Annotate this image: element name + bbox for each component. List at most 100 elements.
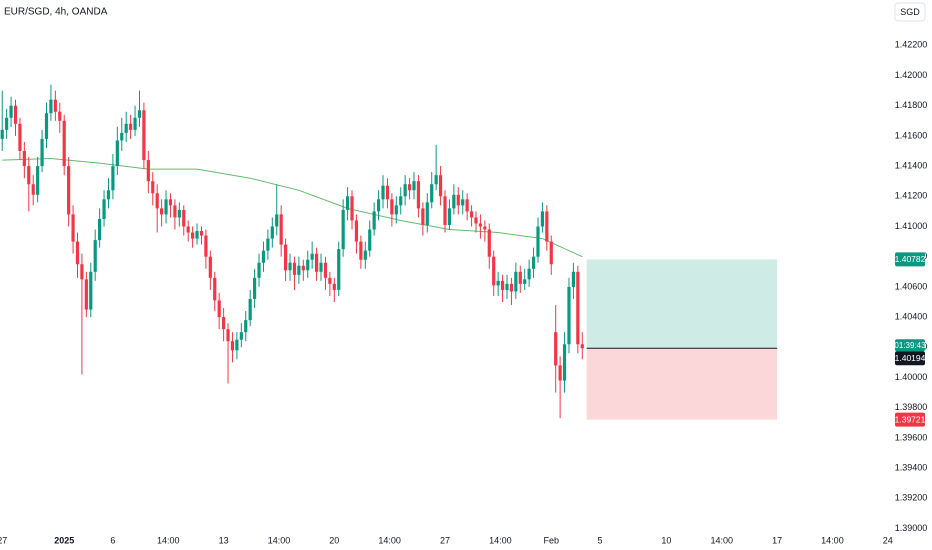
candle-body [505,283,509,290]
y-tick-label: 1.41200 [895,191,928,201]
candle-body [0,129,4,139]
y-tick-label: 1.39600 [895,432,928,442]
stop-zone [586,348,778,420]
candle-body [332,283,336,290]
candle-body [270,226,274,239]
candle-body [403,184,407,197]
candle-body [160,208,164,215]
candle-body [84,279,88,310]
candle-body [36,166,40,195]
y-tick-label: 1.41800 [895,100,928,110]
x-tick-label: 13 [219,535,229,545]
chart-title: EUR/SGD, 4h, OANDA [4,7,108,18]
candle-body [381,185,385,200]
candle-body [310,253,314,260]
candle-body [98,218,102,241]
candle-body [487,229,491,257]
candle-body [208,256,212,278]
candle-body [129,123,133,130]
candle-body [554,332,558,366]
y-tick-label: 1.40600 [895,281,928,291]
y-tick-label: 1.41000 [895,221,928,231]
y-tick-label: 1.41600 [895,130,928,140]
candle-body [558,365,562,381]
candle-body [474,217,478,224]
candle-body [275,214,279,227]
target-zone [586,259,778,349]
candle-body [368,229,372,251]
x-tick-label: 17 [772,535,782,545]
candle-body [58,111,62,121]
candle-body [5,117,9,130]
candle-body [49,99,53,114]
candle-body [509,283,514,292]
moving-average [2,157,583,258]
candle-body [186,226,190,233]
candle-body [244,320,248,333]
candle-body [341,209,345,250]
x-tick-label: 20 [329,535,339,545]
candle-body [213,277,217,301]
candle-body [93,240,97,272]
candle-body [217,300,221,318]
candle-body [540,211,545,227]
candle-body [545,211,549,242]
candle-body [230,341,235,351]
candle-body [222,317,226,330]
candle-body [567,286,571,345]
candle-body [549,241,553,265]
candle-body [102,199,106,219]
candle-body [416,181,421,209]
candle-body [177,209,181,218]
candle-body [359,241,363,260]
candle-body [571,271,576,287]
candle-body [354,220,359,242]
candle-body [13,105,18,124]
candle-body [9,105,13,118]
candle-body [469,211,474,218]
candle-body [248,298,252,321]
candle-body [195,231,199,239]
y-tick-label: 1.39400 [895,462,928,472]
candle-body [142,110,146,161]
x-tick-label: 24 [883,535,893,545]
candle-body [314,253,319,272]
candle-body [430,184,434,203]
plot [0,44,893,532]
candle-body [390,199,394,215]
x-tick-label: 14:00 [821,535,844,545]
candle-body [204,235,208,257]
candle-body [288,262,292,271]
y-tick-label: 1.39800 [895,402,928,412]
candle-body [306,259,310,271]
candle-body [67,166,71,215]
candle-body [576,271,580,345]
candle-body [31,184,35,195]
candle-body [283,244,288,271]
candle-body [407,184,412,191]
candle-body [151,181,155,194]
candle-body [120,132,124,141]
candle-body [266,238,270,251]
candle-body [452,194,456,209]
x-tick-label: 2025 [54,535,74,545]
candle-body [27,166,31,185]
y-tick-label: 1.42200 [895,40,928,50]
candle-body [319,262,323,272]
candle-body [106,190,111,200]
candle-body [412,181,416,191]
candle-body [168,199,173,206]
candle-body [292,262,297,275]
x-tick-label: 27 [0,535,7,545]
x-tick-label: Feb [544,535,560,545]
candle-body [434,175,438,185]
candle-body [456,194,460,206]
currency-button[interactable] [894,2,926,22]
x-tick-label: 14:00 [157,535,180,545]
candle-body [261,250,266,263]
y-tick-label: 1.41400 [895,160,928,170]
candle-body [483,226,487,230]
candle-body [447,208,452,225]
candle-body [492,256,496,286]
